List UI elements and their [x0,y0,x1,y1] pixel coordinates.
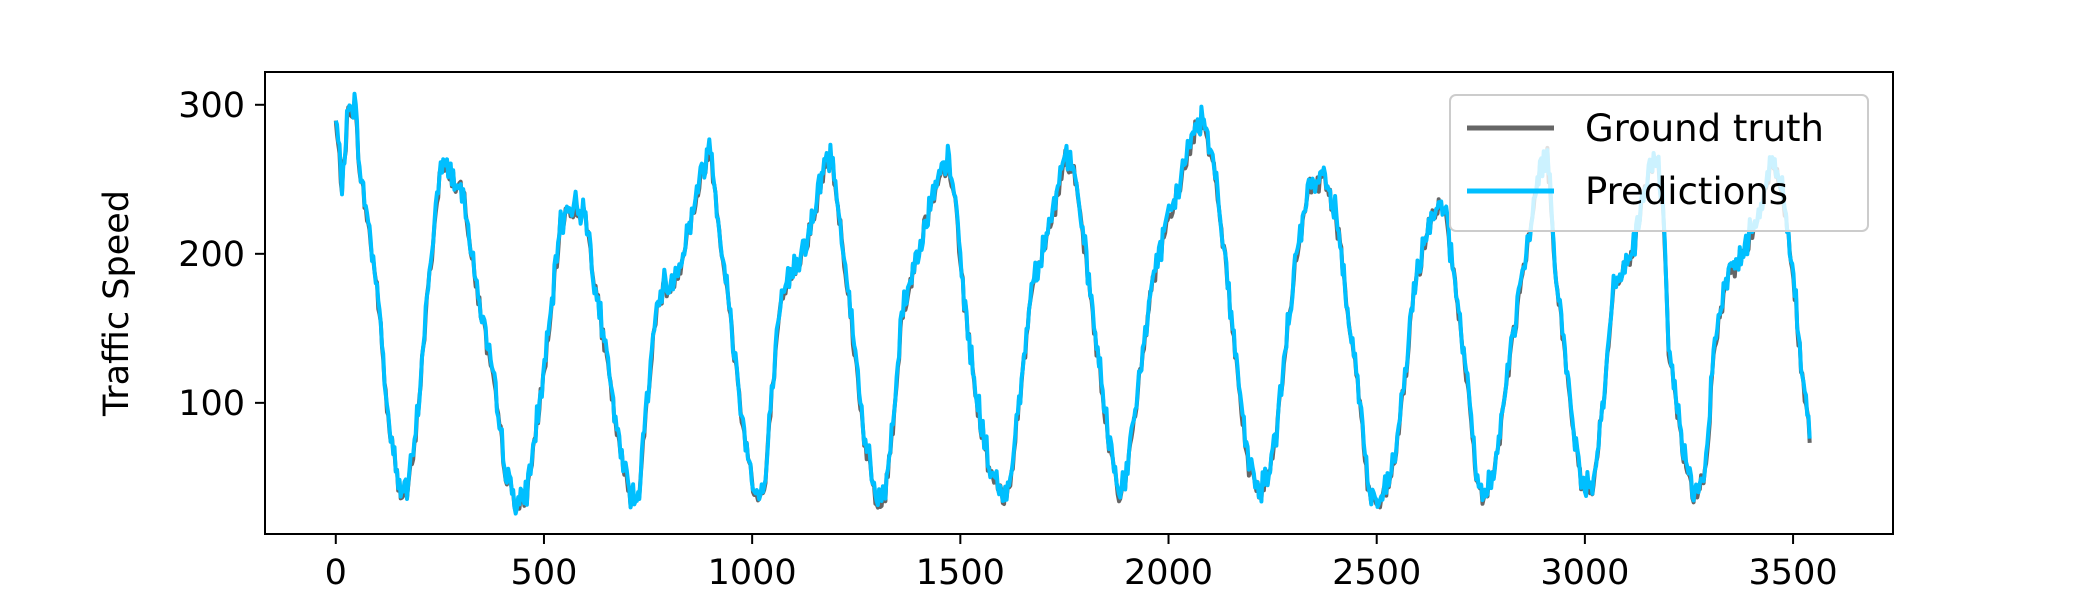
x-tick-label: 3500 [1749,553,1838,593]
x-tick-label: 500 [511,553,578,593]
x-tick-label: 3000 [1540,553,1629,593]
x-tick-label: 1000 [708,553,797,593]
series-line-predictions [333,91,1812,516]
plot-frame [264,71,1894,535]
y-axis-label: Traffic Speed [97,190,137,417]
x-tick-label: 0 [325,553,347,593]
y-axis: 100 200 300 [178,86,265,424]
y-tick-label: 300 [178,86,245,126]
legend-label-predictions: Predictions [1585,170,1788,213]
legend-box [1449,94,1869,232]
x-axis: 0 500 1000 1500 2000 2500 3000 3500 [325,534,1838,593]
y-tick-label: 200 [178,235,245,275]
legend-label-ground-truth: Ground truth [1585,107,1824,150]
x-tick-label: 1500 [916,553,1005,593]
legend: Ground truth Predictions [1449,94,1869,232]
x-tick-label: 2000 [1124,553,1213,593]
y-tick-label: 100 [178,384,245,424]
x-tick-label: 2500 [1332,553,1421,593]
series-layer [333,91,1812,516]
